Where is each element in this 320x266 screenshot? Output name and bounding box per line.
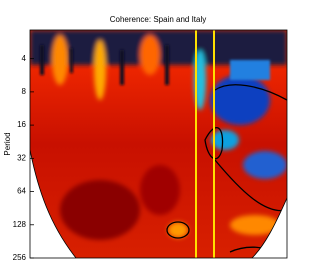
y-tick-label: 256	[13, 253, 27, 262]
y-tick-label: 8	[22, 87, 27, 96]
heatmap	[30, 30, 287, 258]
y-tick-label: 128	[13, 220, 27, 229]
y-tick-label: 4	[22, 54, 27, 63]
y-axis-label: Period	[3, 132, 12, 155]
y-tick-label: 64	[17, 187, 26, 196]
y-tick-label: 16	[17, 120, 26, 129]
chart: Coherence: Spain and Italy Period	[0, 0, 295, 266]
y-tick-label: 32	[17, 153, 26, 162]
chart-title: Coherence: Spain and Italy	[110, 15, 207, 24]
